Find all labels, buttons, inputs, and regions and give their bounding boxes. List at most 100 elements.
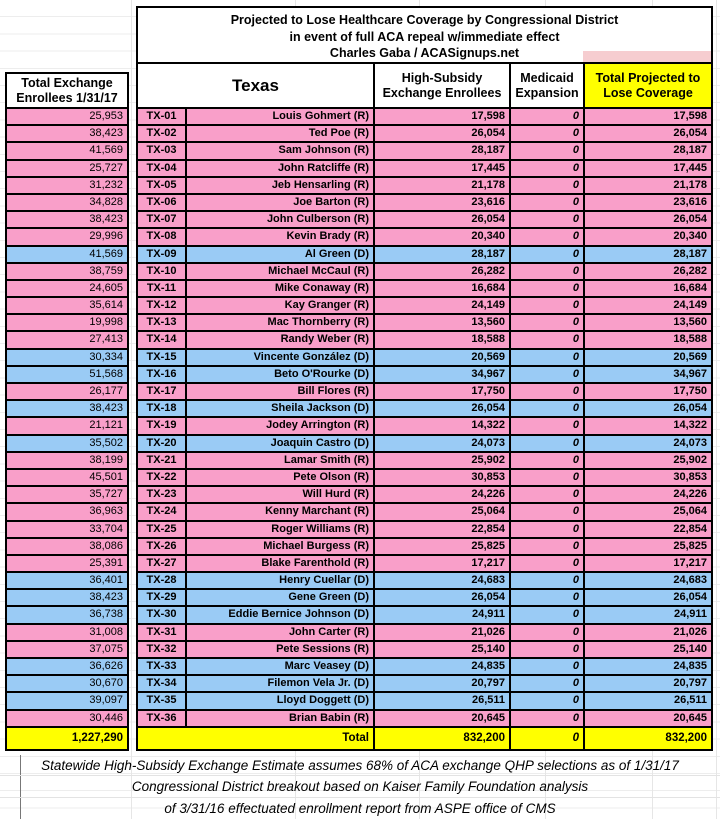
table-row: TX-23 Will Hurd (R) 24,226 0 24,226	[138, 487, 711, 505]
table-row: TX-11 Mike Conaway (R) 16,684 0 16,684	[138, 280, 711, 299]
table-row: TX-24 Kenny Marchant (R) 25,064 0 25,064	[138, 504, 711, 522]
total-row: Total 832,200 0 832,200	[138, 727, 711, 750]
cell-total-exchange-enrollees: 35,502	[7, 435, 127, 453]
cell-district: TX-30	[138, 607, 187, 623]
cell-total-projected: 20,569	[673, 350, 707, 363]
cell-representative: Vincente González (D)	[187, 349, 375, 365]
cell-representative: Ted Poe (R)	[187, 126, 375, 142]
cell-medicaid-expansion: 0	[511, 401, 585, 417]
cell-high-subsidy: 24,149	[375, 298, 511, 314]
cell-total-projected: 13,560	[673, 316, 707, 329]
cell-total-exchange-enrollees: 30,446	[7, 710, 127, 728]
cell-high-subsidy: 28,187	[375, 143, 511, 159]
cell-district: TX-24	[138, 504, 187, 520]
cell-medicaid-expansion: 0	[511, 298, 585, 314]
cell-representative: Gene Green (D)	[187, 590, 375, 606]
cell-high-subsidy: 22,854	[375, 521, 511, 537]
cell-total-projected: 26,054	[673, 213, 707, 226]
cell-high-subsidy: 30,853	[375, 469, 511, 486]
cell-high-subsidy: 16,684	[375, 280, 511, 297]
cell-high-subsidy: 14,322	[375, 418, 511, 434]
table-row: TX-31 John Carter (R) 21,026 0 21,026	[138, 624, 711, 642]
cell-district: TX-08	[138, 229, 187, 245]
cell-medicaid-expansion: 0	[511, 332, 585, 348]
cell-high-subsidy: 26,054	[375, 212, 511, 228]
table-row: TX-30 Eddie Bernice Johnson (D) 24,911 0 24,…	[138, 607, 711, 625]
title-line-2: in event of full ACA repeal w/immediate …	[289, 29, 560, 44]
cell-representative: John Culberson (R)	[187, 212, 375, 228]
cell-total-exchange-enrollees: 36,963	[7, 504, 127, 522]
cell-total-exchange-enrollees: 21,121	[7, 418, 127, 436]
cell-high-subsidy: 24,835	[375, 659, 511, 675]
main-table: Projected to Lose Healthcare Coverage by…	[136, 6, 713, 752]
cell-total-exchange-enrollees: 38,199	[7, 452, 127, 470]
left-table-total: 1,227,290	[7, 727, 127, 750]
table-row: TX-22 Pete Olson (R) 30,853 0 30,853	[138, 469, 711, 488]
cell-district: TX-11	[138, 280, 187, 297]
cell-high-subsidy: 25,140	[375, 641, 511, 657]
cell-high-subsidy: 24,683	[375, 573, 511, 589]
cell-total-exchange-enrollees: 38,423	[7, 590, 127, 608]
cell-high-subsidy: 26,511	[375, 693, 511, 709]
cell-medicaid-expansion: 0	[511, 538, 585, 554]
cell-total-projected: 14,322	[673, 419, 707, 432]
cell-medicaid-expansion: 0	[511, 126, 585, 142]
cell-high-subsidy: 13,560	[375, 315, 511, 331]
cell-total-exchange-enrollees: 41,569	[7, 246, 127, 264]
cell-district: TX-01	[138, 109, 187, 125]
cell-total-exchange-enrollees: 41,569	[7, 143, 127, 161]
cell-total-projected: 18,588	[673, 333, 707, 346]
cell-high-subsidy: 21,178	[375, 177, 511, 193]
high-subsidy-header: High-Subsidy Exchange Enrollees	[375, 64, 511, 107]
cell-district: TX-14	[138, 332, 187, 348]
total-projected: 832,200	[665, 731, 707, 744]
cell-medicaid-expansion: 0	[511, 229, 585, 245]
cell-representative: Michael McCaul (R)	[187, 263, 375, 279]
cell-representative: Pete Sessions (R)	[187, 641, 375, 657]
cell-medicaid-expansion: 0	[511, 573, 585, 589]
cell-medicaid-expansion: 0	[511, 693, 585, 709]
cell-district: TX-36	[138, 710, 187, 726]
cell-total-exchange-enrollees: 19,998	[7, 315, 127, 333]
cell-high-subsidy: 17,445	[375, 160, 511, 176]
cell-total-projected: 25,825	[673, 539, 707, 552]
cell-total-exchange-enrollees: 36,738	[7, 607, 127, 625]
cell-district: TX-06	[138, 194, 187, 211]
cell-high-subsidy: 20,569	[375, 349, 511, 365]
cell-medicaid-expansion: 0	[511, 366, 585, 382]
title-line-1: Projected to Lose Healthcare Coverage by…	[230, 13, 619, 27]
cell-total-projected: 17,445	[673, 161, 707, 174]
cell-representative: Henry Cuellar (D)	[187, 573, 375, 589]
cell-district: TX-26	[138, 538, 187, 554]
cell-district: TX-13	[138, 315, 187, 331]
cell-total-projected: 24,073	[673, 436, 707, 449]
cell-total-projected: 26,054	[673, 591, 707, 604]
cell-district: TX-04	[138, 160, 187, 176]
cell-total-exchange-enrollees: 38,423	[7, 401, 127, 419]
cell-total-projected: 17,750	[673, 385, 707, 397]
cell-total-projected: 24,911	[673, 608, 707, 621]
footnote-line: Congressional District breakout based on…	[0, 776, 720, 798]
cell-medicaid-expansion: 0	[511, 452, 585, 468]
footnotes: Statewide High-Subsidy Exchange Estimate…	[0, 755, 720, 819]
cell-medicaid-expansion: 0	[511, 246, 585, 262]
cell-high-subsidy: 25,064	[375, 504, 511, 520]
cell-total-exchange-enrollees: 34,828	[7, 194, 127, 213]
cell-total-exchange-enrollees: 38,759	[7, 263, 127, 281]
cell-total-exchange-enrollees: 36,626	[7, 659, 127, 677]
cell-representative: Louis Gohmert (R)	[187, 109, 375, 125]
cell-representative: Kevin Brady (R)	[187, 229, 375, 245]
table-row: TX-33 Marc Veasey (D) 24,835 0 24,835	[138, 659, 711, 677]
cell-medicaid-expansion: 0	[511, 384, 585, 400]
total-exchange-enrollees-table: Total Exchange Enrollees 1/31/17 25,953 3…	[5, 72, 129, 752]
total-projected-header: Total Projected to Lose Coverage	[585, 64, 711, 107]
cell-district: TX-25	[138, 521, 187, 537]
cell-high-subsidy: 26,054	[375, 590, 511, 606]
cell-high-subsidy: 17,217	[375, 555, 511, 572]
table-row: TX-06 Joe Barton (R) 23,616 0 23,616	[138, 194, 711, 213]
cell-total-exchange-enrollees: 30,670	[7, 676, 127, 694]
cell-medicaid-expansion: 0	[511, 710, 585, 726]
cell-total-exchange-enrollees: 24,605	[7, 280, 127, 299]
left-table-header: Total Exchange Enrollees 1/31/17	[7, 74, 127, 109]
gridline	[20, 755, 21, 819]
